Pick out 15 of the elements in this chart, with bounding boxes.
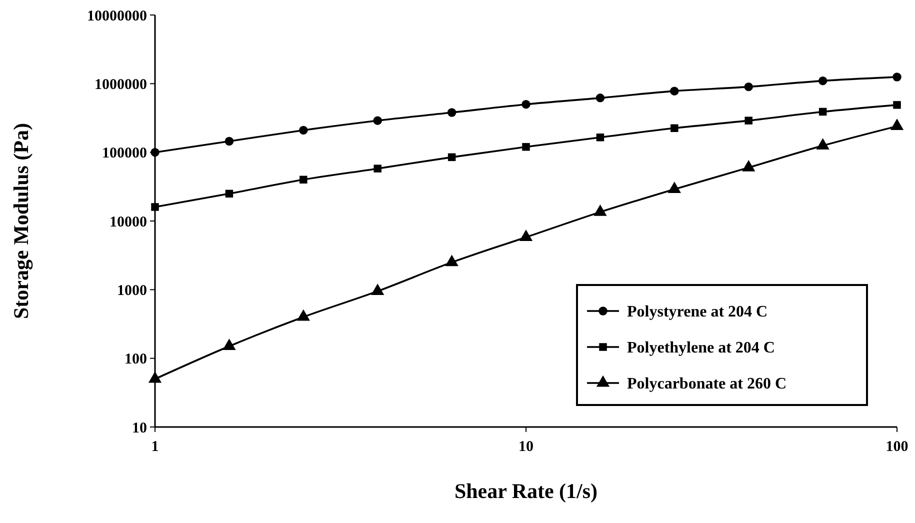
x-axis-title: Shear Rate (1/s) [454,479,598,503]
y-tick-label: 10 [132,420,147,436]
y-tick-label: 1000000 [94,76,147,93]
y-tick-label: 10000000 [87,8,147,24]
legend-label: Polystyrene at 204 C [627,304,768,321]
legend-label: Polycarbonate at 260 C [627,376,787,393]
y-tick-label: 100 [124,352,147,368]
x-tick-label: 10 [518,439,534,455]
x-tick-label: 100 [886,439,908,455]
y-tick-label: 100000 [102,146,147,162]
x-tick-label: 1 [151,439,159,455]
y-axis-title: Storage Modulus (Pa) [9,123,33,319]
y-tick-label: 1000 [117,282,147,299]
y-tick-label: 10000 [110,214,147,230]
legend-label: Polyethylene at 204 C [627,340,775,357]
